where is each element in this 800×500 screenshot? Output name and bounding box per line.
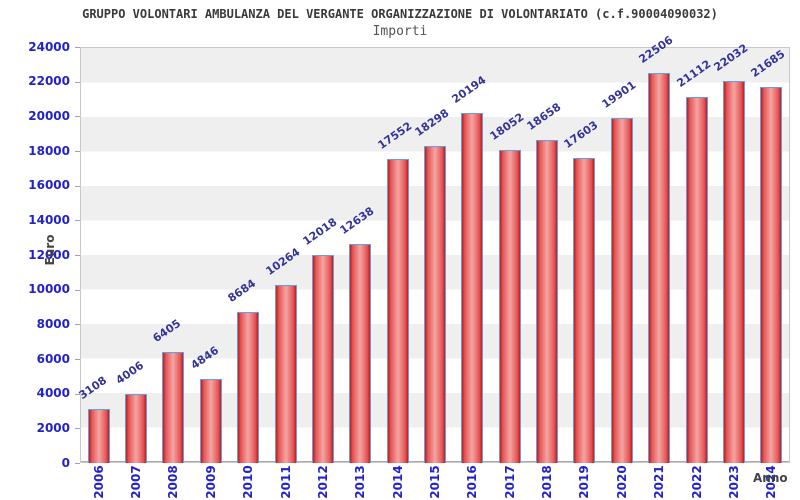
y-tick-mark (75, 428, 80, 430)
bar (87, 409, 110, 463)
x-tick-label: 2020 (614, 465, 629, 499)
x-axis-title: Anno (753, 471, 788, 485)
x-tick-label: 2006 (91, 465, 106, 499)
y-tick-label: 22000 (28, 74, 70, 89)
y-tick-label: 16000 (28, 178, 70, 193)
chart-subtitle: Importi (372, 24, 428, 39)
y-tick-label: 8000 (36, 316, 70, 331)
y-tick-mark (75, 185, 80, 187)
x-tick-label: 2015 (428, 465, 442, 499)
y-tick-label: 20000 (28, 108, 70, 123)
x-tick-label: 2013 (353, 465, 368, 499)
x-tick-label: 2018 (540, 465, 555, 499)
x-tick-label: 2021 (652, 465, 667, 499)
bar (125, 393, 148, 463)
bar (386, 158, 409, 463)
y-tick-mark (75, 47, 80, 48)
y-tick-mark (75, 116, 80, 118)
x-tick-label: 2011 (278, 465, 293, 499)
y-axis-title: Euro (43, 234, 57, 266)
bar (722, 81, 745, 463)
bar (199, 379, 222, 463)
bar (610, 118, 633, 463)
y-tick-label: 12000 (28, 247, 70, 262)
chart-title: GRUPPO VOLONTARI AMBULANZA DEL VERGANTE … (82, 7, 718, 21)
y-tick-mark (75, 393, 80, 395)
y-tick-label: 10000 (28, 282, 70, 297)
x-tick-label: 2016 (465, 465, 480, 499)
x-tick-label: 2017 (502, 465, 517, 499)
x-tick-label: 2010 (241, 465, 256, 499)
x-tick-label: 2019 (577, 465, 592, 499)
bar (311, 254, 334, 463)
bar (162, 351, 185, 463)
y-tick-label: 6000 (36, 351, 70, 366)
y-tick-mark (75, 220, 80, 222)
y-tick-mark (75, 289, 80, 291)
x-tick-label: 2012 (315, 465, 330, 499)
y-tick-mark (75, 255, 80, 256)
y-tick-label: 14000 (28, 212, 70, 227)
bar (573, 157, 596, 463)
bar (461, 112, 484, 463)
x-tick-label: 2008 (166, 465, 181, 499)
y-tick-mark (75, 324, 80, 326)
bar (424, 145, 446, 463)
y-tick-mark (75, 463, 80, 464)
y-tick-label: 18000 (28, 143, 70, 158)
x-tick-label: 2022 (689, 465, 704, 499)
y-tick-label: 4000 (36, 386, 70, 401)
y-tick-mark (75, 359, 80, 360)
bar (685, 97, 708, 463)
bar (648, 72, 671, 463)
bar (237, 312, 260, 463)
y-tick-label: 2000 (36, 420, 70, 435)
x-tick-label: 2023 (726, 465, 741, 499)
y-tick-label: 24000 (28, 39, 70, 54)
bar (760, 87, 783, 463)
x-tick-label: 2009 (203, 465, 218, 499)
bar (536, 139, 559, 463)
x-tick-label: 2014 (390, 465, 405, 499)
y-tick-label: 0 (61, 455, 70, 470)
bar (274, 285, 297, 463)
y-tick-mark (75, 81, 80, 83)
x-tick-label: 2007 (129, 465, 144, 499)
y-tick-mark (75, 151, 80, 152)
bar (349, 243, 372, 463)
bar (498, 150, 521, 463)
